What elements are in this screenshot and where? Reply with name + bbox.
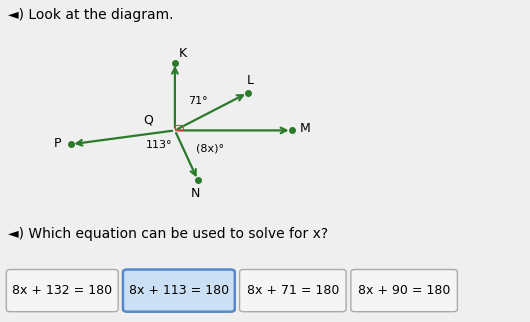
FancyBboxPatch shape bbox=[6, 270, 118, 312]
Text: Q: Q bbox=[143, 114, 153, 127]
Text: ◄︎) Which equation can be used to solve for x?: ◄︎) Which equation can be used to solve … bbox=[8, 227, 328, 241]
Text: 8x + 113 = 180: 8x + 113 = 180 bbox=[129, 284, 229, 297]
FancyBboxPatch shape bbox=[123, 270, 235, 312]
FancyBboxPatch shape bbox=[240, 270, 346, 312]
Bar bbox=[175, 125, 183, 130]
Text: ◄︎) Look at the diagram.: ◄︎) Look at the diagram. bbox=[8, 8, 173, 22]
Text: 8x + 71 = 180: 8x + 71 = 180 bbox=[246, 284, 339, 297]
Text: L: L bbox=[247, 74, 254, 87]
Text: P: P bbox=[54, 137, 61, 150]
Text: M: M bbox=[299, 122, 310, 135]
Text: 8x + 90 = 180: 8x + 90 = 180 bbox=[358, 284, 450, 297]
Text: (8x)°: (8x)° bbox=[196, 143, 224, 153]
Text: 71°: 71° bbox=[188, 96, 208, 107]
FancyBboxPatch shape bbox=[351, 270, 457, 312]
Text: N: N bbox=[190, 187, 200, 200]
Text: 8x + 132 = 180: 8x + 132 = 180 bbox=[12, 284, 112, 297]
Text: K: K bbox=[179, 47, 187, 60]
Text: 113°: 113° bbox=[146, 140, 172, 150]
